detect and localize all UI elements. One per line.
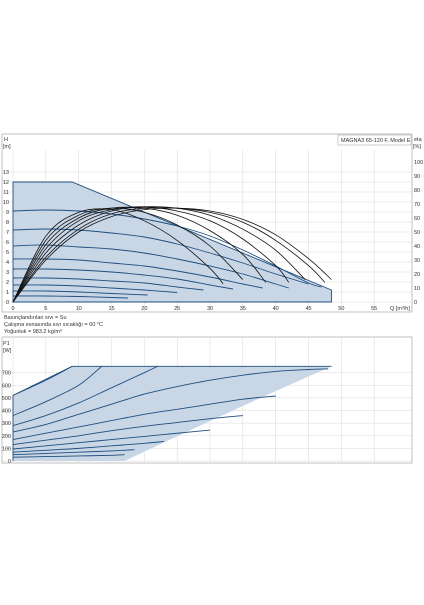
power-curve bbox=[12, 415, 243, 446]
y-tick-label: 3 bbox=[6, 270, 9, 276]
power-ticks: 0 100 200 300 400 500 600 700 bbox=[2, 371, 11, 465]
y2-tick-label: 10 bbox=[414, 286, 420, 292]
pump-curve bbox=[12, 290, 148, 296]
y-tick-label: 5 bbox=[6, 250, 9, 256]
y-tick-label: 2 bbox=[6, 280, 9, 286]
efficiency-curve bbox=[12, 206, 290, 303]
power-curve bbox=[12, 368, 329, 433]
y2-tick-label: 80 bbox=[414, 188, 420, 194]
head-pump-curves bbox=[12, 209, 322, 299]
power-chart-frame bbox=[1, 336, 413, 464]
power-tick-label: 0 bbox=[8, 459, 11, 465]
pump-curve bbox=[12, 284, 178, 293]
note-density: Yoğunluk = 983.2 kg/m³ bbox=[4, 329, 62, 335]
y-tick-label: 11 bbox=[3, 190, 9, 196]
head-chart-frame bbox=[1, 133, 413, 313]
y2-tick-label: 40 bbox=[414, 244, 420, 250]
x-tick-label: 55 bbox=[371, 306, 377, 312]
x-tick-label: 30 bbox=[207, 306, 213, 312]
y2-tick-label: 100 bbox=[414, 160, 423, 166]
efficiency-curve bbox=[12, 206, 306, 303]
x-tick-label: 20 bbox=[141, 306, 147, 312]
power-curve bbox=[12, 454, 125, 458]
head-ticks: 0123456789101112130102030405060708090100… bbox=[3, 160, 423, 312]
y2-tick-label: 60 bbox=[414, 216, 420, 222]
power-tick-label: 100 bbox=[2, 446, 11, 452]
power-envelope bbox=[12, 365, 332, 461]
x-tick-label: 10 bbox=[76, 306, 82, 312]
y2-tick-label: 30 bbox=[414, 258, 420, 264]
efficiency-curves bbox=[12, 206, 332, 303]
pump-curve bbox=[12, 244, 289, 289]
power-axis-unit: [W] bbox=[3, 348, 12, 354]
y-tick-label: 10 bbox=[3, 200, 9, 206]
power-curve bbox=[12, 365, 73, 396]
chart-title: MAGNA3 65-120 F, Model E bbox=[341, 138, 411, 144]
note-temperature: Çalışma esnasında sıvı sıcaklığı = 60 °C bbox=[4, 322, 103, 328]
y-tick-label: 8 bbox=[6, 220, 9, 226]
y2-tick-label: 70 bbox=[414, 202, 420, 208]
power-curves bbox=[12, 365, 329, 458]
power-curve bbox=[12, 440, 165, 453]
power-curve bbox=[12, 366, 102, 416]
y2-axis-label: eta bbox=[414, 137, 423, 143]
y-axis-unit: [m] bbox=[3, 144, 11, 150]
y-tick-label: 9 bbox=[6, 210, 9, 216]
y2-tick-label: 90 bbox=[414, 174, 420, 180]
y-axis-label: H bbox=[4, 137, 8, 143]
pump-curve bbox=[12, 295, 128, 299]
y2-tick-label: 0 bbox=[414, 300, 417, 306]
y-tick-label: 1 bbox=[6, 290, 9, 296]
chart-title-box bbox=[337, 134, 412, 146]
power-chart: 0 100 200 300 400 500 600 700 P1 [W] bbox=[1, 336, 413, 465]
power-tick-label: 300 bbox=[2, 421, 11, 427]
power-tick-label: 200 bbox=[2, 434, 11, 440]
x-tick-label: 0 bbox=[11, 306, 14, 312]
y-tick-label: 4 bbox=[6, 260, 9, 266]
power-envelope-edge bbox=[12, 365, 332, 461]
power-envelope-area bbox=[13, 366, 332, 461]
power-tick-label: 700 bbox=[2, 371, 11, 377]
efficiency-curve bbox=[12, 206, 267, 303]
power-tick-label: 500 bbox=[2, 396, 11, 402]
x-tick-label: 25 bbox=[174, 306, 180, 312]
x-tick-label: 45 bbox=[305, 306, 311, 312]
pump-curve bbox=[12, 268, 234, 290]
note-fluid: Basınçlandırılan sıvı = Su bbox=[4, 315, 67, 321]
y-tick-label: 12 bbox=[3, 180, 9, 186]
x-tick-label: 40 bbox=[273, 306, 279, 312]
pump-curve bbox=[12, 228, 309, 285]
efficiency-curve bbox=[12, 208, 224, 303]
y2-tick-label: 20 bbox=[414, 272, 420, 278]
power-curve bbox=[12, 449, 135, 456]
x-tick-label: 15 bbox=[108, 306, 114, 312]
y-tick-label: 13 bbox=[3, 170, 9, 176]
power-curve bbox=[12, 395, 276, 440]
y-tick-label: 6 bbox=[6, 240, 9, 246]
y-tick-label: 0 bbox=[6, 300, 9, 306]
pump-curve bbox=[12, 209, 322, 288]
y-tick-label: 7 bbox=[6, 230, 9, 236]
fluid-notes: Basınçlandırılan sıvı = Su Çalışma esnas… bbox=[4, 315, 103, 335]
power-curve bbox=[12, 429, 211, 450]
y2-tick-label: 50 bbox=[414, 230, 420, 236]
x-tick-label: 50 bbox=[338, 306, 344, 312]
power-tick-label: 600 bbox=[2, 383, 11, 389]
x-axis-label: Q [m³/h] bbox=[390, 306, 410, 312]
power-tick-label: 400 bbox=[2, 409, 11, 415]
x-tick-label: 35 bbox=[240, 306, 246, 312]
x-tick-label: 5 bbox=[44, 306, 47, 312]
efficiency-curve bbox=[12, 207, 244, 303]
power-curve bbox=[12, 365, 158, 427]
pump-curve bbox=[12, 277, 204, 291]
head-chart: 0123456789101112130102030405060708090100… bbox=[1, 133, 423, 313]
y2-axis-unit: [%] bbox=[413, 144, 421, 150]
pump-curve bbox=[12, 258, 263, 289]
power-axis-label: P1 bbox=[3, 341, 10, 347]
